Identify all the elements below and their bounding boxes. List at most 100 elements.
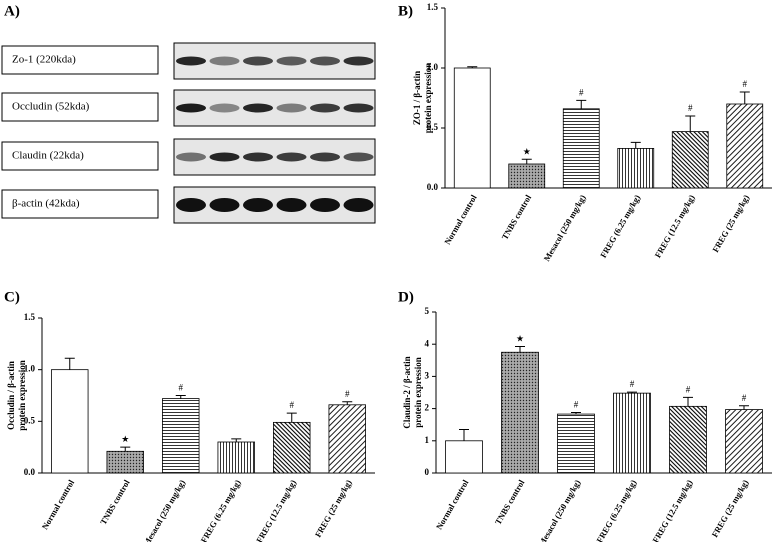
error-bar: [231, 438, 242, 442]
bar: [51, 369, 89, 474]
y-tick-label: 0: [425, 467, 430, 477]
y-tick-label: 3: [425, 370, 430, 380]
x-tick-label: FREG (6.25 mg/kg): [598, 193, 642, 260]
y-tick-label: 5: [425, 306, 430, 316]
y-axis-label: Claudin-2 / β-actin: [402, 356, 412, 428]
y-axis-label: protein expression: [413, 357, 423, 427]
y-tick-label: 1.0: [427, 62, 439, 72]
bar: [725, 409, 763, 474]
x-tick-label: TNBS control: [98, 477, 132, 526]
error-bar: [342, 401, 353, 405]
bar: [671, 131, 709, 189]
significance-mark: #: [742, 393, 747, 403]
x-tick-label: Mesacol (250 mg/kg): [541, 193, 587, 263]
y-tick-label: 0.5: [427, 122, 439, 132]
x-tick-label: FREG (12.5 mg/kg): [254, 478, 298, 542]
protein-box: [1, 189, 159, 219]
blot-band: [310, 103, 340, 113]
blot-strip: [173, 138, 376, 176]
blot-band: [343, 103, 374, 113]
significance-mark: #: [179, 383, 184, 393]
protein-label: β-actin (42kda): [12, 198, 80, 210]
blot-band: [176, 198, 206, 212]
error-bar: [120, 446, 131, 452]
x-tick-label: Normal control: [442, 192, 479, 246]
blot-band: [243, 103, 273, 113]
blot-band: [209, 56, 240, 66]
bar: [162, 398, 200, 474]
significance-mark: #: [743, 79, 748, 89]
significance-mark: #: [345, 389, 350, 399]
bar: [501, 351, 539, 474]
y-axis-label: ZO-1 / β-actin: [412, 71, 422, 125]
x-tick-label: Normal control: [434, 477, 471, 531]
protein-label: Zo-1 (220kda): [12, 54, 76, 66]
blot-band: [310, 152, 340, 162]
error-bar: [286, 412, 297, 423]
y-tick-label: 0.0: [427, 182, 439, 192]
x-tick-label: TNBS control: [493, 477, 527, 526]
protein-label: Occludin (52kda): [12, 101, 90, 113]
blot-strip: [173, 186, 376, 224]
bar: [726, 103, 764, 189]
bar: [217, 441, 255, 474]
error-bar: [685, 115, 696, 132]
significance-mark: #: [290, 400, 295, 410]
blot-band: [310, 56, 340, 66]
x-tick-label: FREG (25 mg/kg): [710, 193, 751, 254]
bar: [613, 392, 651, 474]
blot-band: [243, 198, 273, 212]
error-bar: [521, 158, 532, 164]
significance-mark: #: [688, 103, 693, 113]
blot-band: [276, 198, 307, 212]
y-tick-label: 1.5: [24, 312, 36, 322]
x-tick-label: FREG (25 mg/kg): [313, 478, 354, 539]
y-axis-label: protein expression: [17, 360, 27, 430]
error-bar: [627, 391, 637, 394]
x-tick-label: FREG (25 mg/kg): [709, 478, 750, 539]
x-tick-label: FREG (12.5 mg/kg): [652, 193, 696, 260]
y-tick-label: 1.0: [24, 364, 36, 374]
blot-band: [276, 152, 307, 162]
significance-mark: ★: [516, 334, 524, 344]
y-axis-label: protein expression: [423, 63, 433, 133]
blot-band: [209, 152, 240, 162]
panel-label: C): [4, 289, 20, 305]
blot-strip: [173, 42, 376, 80]
error-bar: [630, 141, 641, 149]
significance-mark: #: [579, 87, 584, 97]
error-bar: [571, 411, 581, 415]
x-tick-label: FREG (6.25 mg/kg): [594, 478, 638, 542]
x-tick-label: Mesacol (250 mg/kg): [141, 478, 187, 542]
significance-mark: #: [574, 400, 579, 410]
protein-box: [1, 45, 159, 75]
blot-band: [176, 56, 206, 66]
error-bar: [739, 405, 749, 410]
significance-mark: ★: [523, 146, 531, 156]
bar: [562, 108, 600, 189]
panel-label: B): [398, 3, 413, 19]
bar: [617, 147, 655, 189]
error-bar: [515, 345, 525, 353]
blot-strip: [173, 89, 376, 127]
x-tick-label: Normal control: [40, 477, 77, 531]
bar: [106, 450, 144, 474]
x-tick-label: Mesacol (250 mg/kg): [536, 478, 582, 542]
bar: [445, 440, 483, 474]
error-bar: [467, 66, 478, 68]
blot-band: [310, 198, 340, 212]
blot-band: [343, 56, 374, 66]
error-bar: [459, 429, 469, 441]
bar: [557, 413, 595, 474]
protein-box: [1, 92, 159, 122]
bar: [508, 163, 546, 189]
blot-band: [176, 103, 206, 113]
blot-band: [243, 152, 273, 162]
x-tick-label: FREG (12.5 mg/kg): [650, 478, 694, 542]
y-tick-label: 4: [425, 338, 430, 348]
y-tick-label: 0.5: [24, 415, 36, 425]
blot-band: [176, 152, 206, 162]
bar: [328, 404, 366, 474]
bar: [273, 421, 311, 474]
